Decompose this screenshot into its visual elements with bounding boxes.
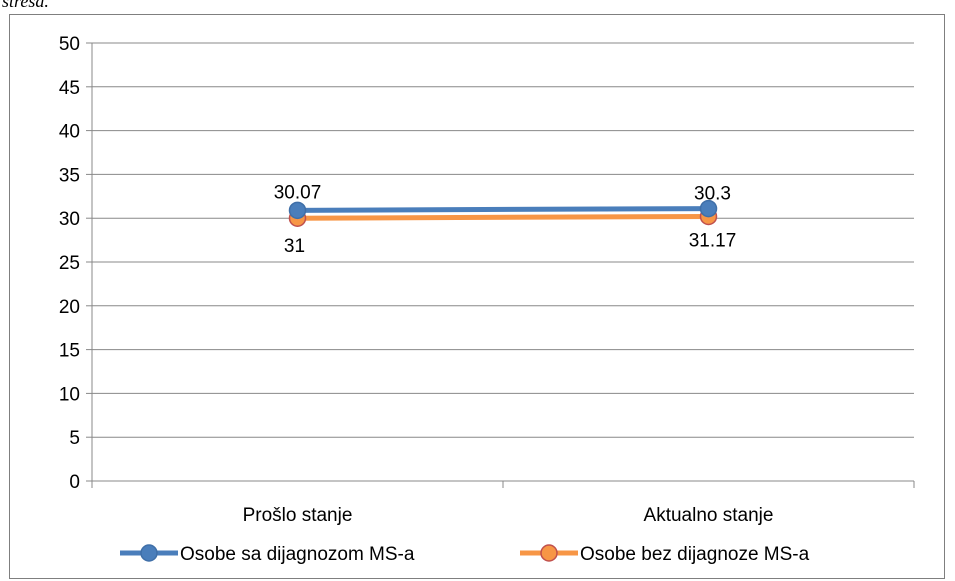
chart-caption: stresa. [2,0,49,11]
legend-label-0: Osobe sa dijagnozom MS-a [180,544,415,565]
x-tick-label-0: Prošlo stanje [243,505,353,526]
series-0-point-0 [288,201,307,220]
y-tick-label-30: 30 [59,209,80,230]
series-0-data-label-1: 30.3 [694,184,731,205]
y-tick-label-25: 25 [59,253,80,274]
legend-marker-1 [540,544,558,562]
y-tick-label-20: 20 [59,297,80,318]
y-tick-label-10: 10 [59,384,80,405]
y-tick-label-5: 5 [69,428,80,449]
series-0-data-label-0: 30.07 [274,182,322,203]
legend-label-1: Osobe bez dijagnoze MS-a [580,544,810,565]
series-1-data-label-0: 31 [284,236,305,257]
series-1-data-label-1: 31.17 [689,230,737,251]
y-tick-label-35: 35 [59,165,80,186]
y-tick-label-0: 0 [69,472,80,493]
series-line-1 [297,213,709,221]
legend-marker-0 [140,544,158,562]
line-chart: 0 5 10 15 20 25 30 35 40 45 50 Prošlo stanje Aktualn… [59,34,915,565]
y-tick-label-50: 50 [59,34,80,55]
chart-area: 0 5 10 15 20 25 30 35 40 45 50 Prošlo stanje Aktualn… [9,14,945,579]
y-tick-label-45: 45 [59,78,80,99]
series-line-0 [297,206,709,213]
y-tick-label-40: 40 [59,122,80,143]
series-0-point-1 [699,199,718,218]
x-tick-label-1: Aktualno stanje [644,505,774,526]
y-tick-label-15: 15 [59,341,80,362]
